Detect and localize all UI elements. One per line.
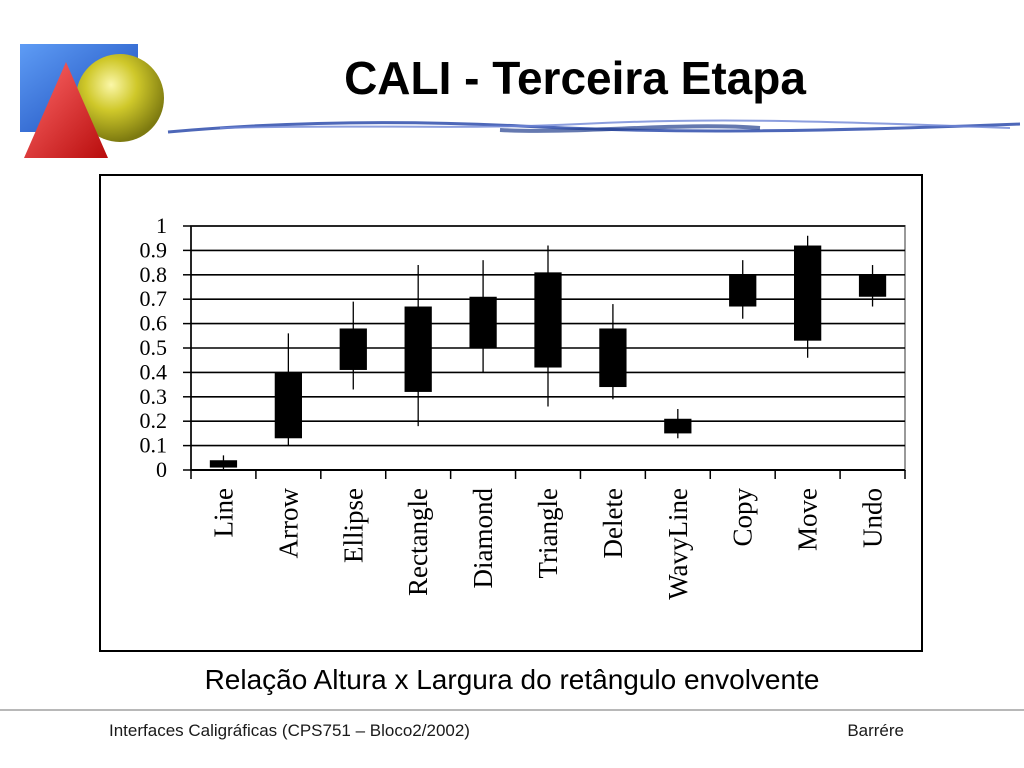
y-tick-label: 0.4	[140, 359, 168, 384]
box-triangle	[534, 272, 562, 368]
x-tick-label: WavyLine	[663, 488, 693, 600]
y-tick-label: 0.1	[140, 433, 168, 458]
footer-author: Barrére	[847, 721, 904, 740]
x-tick-label: Triangle	[533, 488, 563, 579]
box-rectangle	[404, 306, 432, 392]
box-wavyline	[664, 418, 692, 434]
x-tick-label: Ellipse	[338, 488, 368, 563]
yellow-sphere-shape	[76, 54, 164, 142]
chart-frame: 0 0.1 0.2 0.3 0.4 0.5 0.6 0.7 0.8 0.9 1 Line Arrow El…	[99, 174, 923, 652]
y-tick-label: 0.2	[140, 408, 168, 433]
y-tick-label: 0.8	[140, 262, 168, 287]
red-triangle-shape	[24, 62, 108, 158]
box-arrow	[274, 372, 302, 439]
box-undo	[858, 274, 887, 297]
candlestick-chart: 00.10.20.30.40.50.60.70.80.91 Line Arrow El…	[140, 213, 906, 600]
x-tick-label: Diamond	[468, 488, 498, 589]
x-tick-label: Line	[208, 488, 238, 537]
x-tick-label: Undo	[858, 488, 888, 548]
slide-title: CALI - Terceira Etapa	[344, 52, 806, 104]
x-tick-label: Copy	[728, 488, 758, 547]
box-copy	[729, 274, 757, 307]
box-ellipse	[339, 328, 367, 370]
footer-divider	[0, 709, 1024, 711]
x-tick-label: Arrow	[273, 488, 303, 559]
y-tick-label: 0.5	[140, 335, 168, 360]
x-tick-label: Rectangle	[403, 488, 433, 596]
y-tick-label: 1	[156, 213, 167, 238]
y-tick-label: 0.7	[140, 286, 168, 311]
y-tick-label: 0.9	[140, 237, 168, 262]
box-line	[209, 460, 238, 468]
chart-caption: Relação Altura x Largura do retângulo en…	[204, 664, 820, 695]
box-diamond	[469, 296, 497, 348]
title-swoosh-decoration	[167, 119, 1021, 134]
box-move	[794, 245, 822, 341]
x-tick-label: Delete	[598, 488, 628, 558]
shapes-logo-icon	[20, 44, 164, 158]
box-delete	[599, 328, 627, 388]
y-tick-label: 0.3	[140, 384, 168, 409]
x-tick-label: Move	[793, 488, 823, 551]
y-tick-label: 0.6	[140, 311, 168, 336]
footer-course: Interfaces Caligráficas (CPS751 – Bloco2…	[109, 721, 470, 740]
y-tick-label: 0	[156, 457, 167, 482]
